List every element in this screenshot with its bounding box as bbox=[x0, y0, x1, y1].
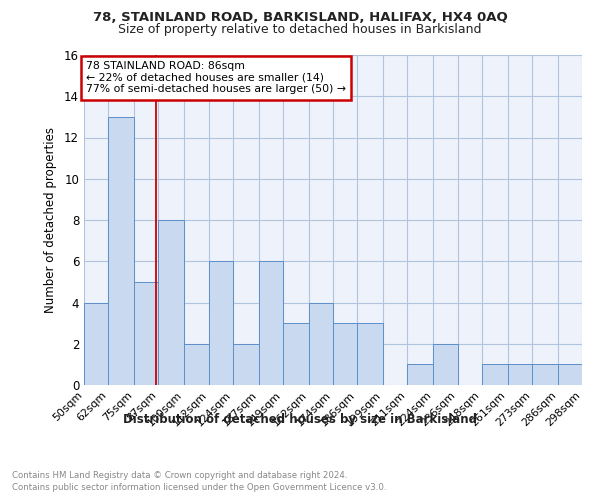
Bar bbox=[333, 323, 357, 385]
Text: Contains HM Land Registry data © Crown copyright and database right 2024.: Contains HM Land Registry data © Crown c… bbox=[12, 471, 347, 480]
Y-axis label: Number of detached properties: Number of detached properties bbox=[44, 127, 57, 313]
Bar bbox=[209, 261, 233, 385]
Bar bbox=[508, 364, 532, 385]
Bar bbox=[184, 344, 209, 385]
Bar bbox=[233, 344, 259, 385]
Bar bbox=[283, 323, 309, 385]
Bar bbox=[558, 364, 582, 385]
Bar bbox=[158, 220, 184, 385]
Text: Distribution of detached houses by size in Barkisland: Distribution of detached houses by size … bbox=[123, 412, 477, 426]
Text: 78 STAINLAND ROAD: 86sqm
← 22% of detached houses are smaller (14)
77% of semi-d: 78 STAINLAND ROAD: 86sqm ← 22% of detach… bbox=[86, 61, 346, 94]
Bar bbox=[259, 261, 283, 385]
Bar bbox=[482, 364, 508, 385]
Text: Contains public sector information licensed under the Open Government Licence v3: Contains public sector information licen… bbox=[12, 482, 386, 492]
Bar bbox=[433, 344, 458, 385]
Text: Size of property relative to detached houses in Barkisland: Size of property relative to detached ho… bbox=[118, 22, 482, 36]
Bar bbox=[309, 302, 333, 385]
Bar bbox=[532, 364, 558, 385]
Text: 78, STAINLAND ROAD, BARKISLAND, HALIFAX, HX4 0AQ: 78, STAINLAND ROAD, BARKISLAND, HALIFAX,… bbox=[92, 11, 508, 24]
Bar bbox=[134, 282, 158, 385]
Bar bbox=[108, 117, 134, 385]
Bar bbox=[407, 364, 433, 385]
Bar bbox=[84, 302, 108, 385]
Bar bbox=[357, 323, 383, 385]
